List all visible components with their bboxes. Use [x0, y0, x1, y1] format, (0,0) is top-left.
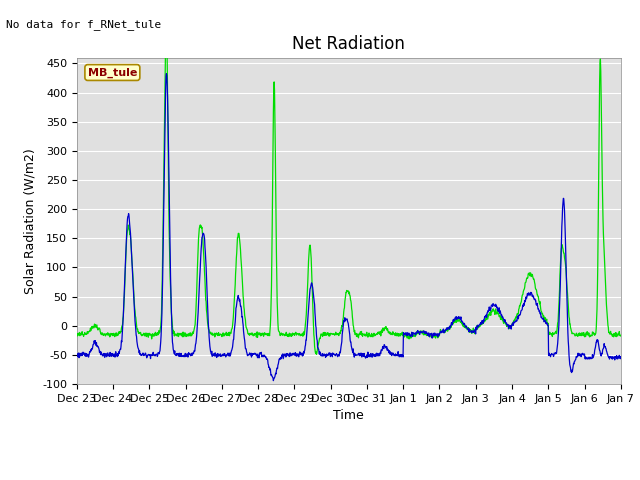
Legend: RNet_wat, Rnet_4way: RNet_wat, Rnet_4way — [232, 479, 466, 480]
Text: MB_tule: MB_tule — [88, 67, 137, 78]
Y-axis label: Solar Radiation (W/m2): Solar Radiation (W/m2) — [24, 148, 36, 294]
X-axis label: Time: Time — [333, 409, 364, 422]
Title: Net Radiation: Net Radiation — [292, 35, 405, 53]
Text: No data for f_RNet_tule: No data for f_RNet_tule — [6, 19, 162, 30]
